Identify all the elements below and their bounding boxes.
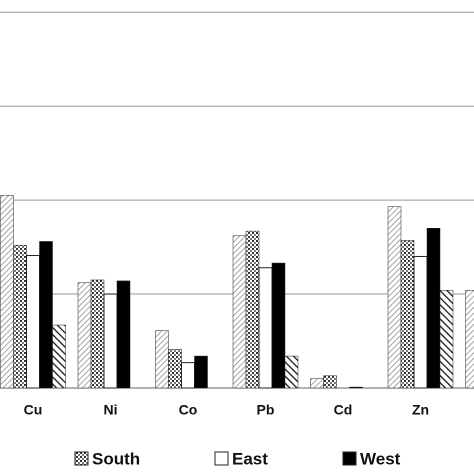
bar xyxy=(413,255,428,389)
bar xyxy=(387,206,402,389)
bar xyxy=(245,230,260,389)
bar xyxy=(26,255,40,389)
bar xyxy=(284,355,299,389)
bar xyxy=(181,362,195,389)
x-tick-label: Zn xyxy=(412,402,429,418)
bar xyxy=(39,241,53,389)
bar xyxy=(194,355,208,389)
bar xyxy=(103,293,118,389)
bar xyxy=(426,228,441,389)
bar xyxy=(52,324,66,389)
x-tick-label: Ni xyxy=(104,402,118,418)
bar xyxy=(0,195,14,389)
bar xyxy=(439,290,454,389)
legend-swatch xyxy=(214,451,229,466)
legend-label: South xyxy=(92,449,140,468)
bar xyxy=(465,290,474,389)
x-tick-label: Pb xyxy=(257,402,275,418)
bar xyxy=(232,235,247,389)
legend-label: West xyxy=(360,449,401,468)
x-tick-label: Cd xyxy=(334,402,353,418)
bar xyxy=(90,279,105,389)
x-tick-label: Co xyxy=(179,402,198,418)
legend-swatch xyxy=(74,451,89,466)
bar xyxy=(349,386,363,389)
bar xyxy=(400,240,415,389)
bar xyxy=(155,330,169,389)
bar xyxy=(258,267,273,389)
x-tick-label: Cu xyxy=(24,402,43,418)
legend-label: East xyxy=(232,449,268,468)
bar xyxy=(168,349,182,389)
bar xyxy=(271,262,286,389)
bar xyxy=(13,244,27,389)
bar xyxy=(116,280,131,389)
legend-swatch xyxy=(342,451,357,466)
bar xyxy=(310,378,324,389)
bar xyxy=(323,375,337,389)
bar xyxy=(77,282,92,389)
